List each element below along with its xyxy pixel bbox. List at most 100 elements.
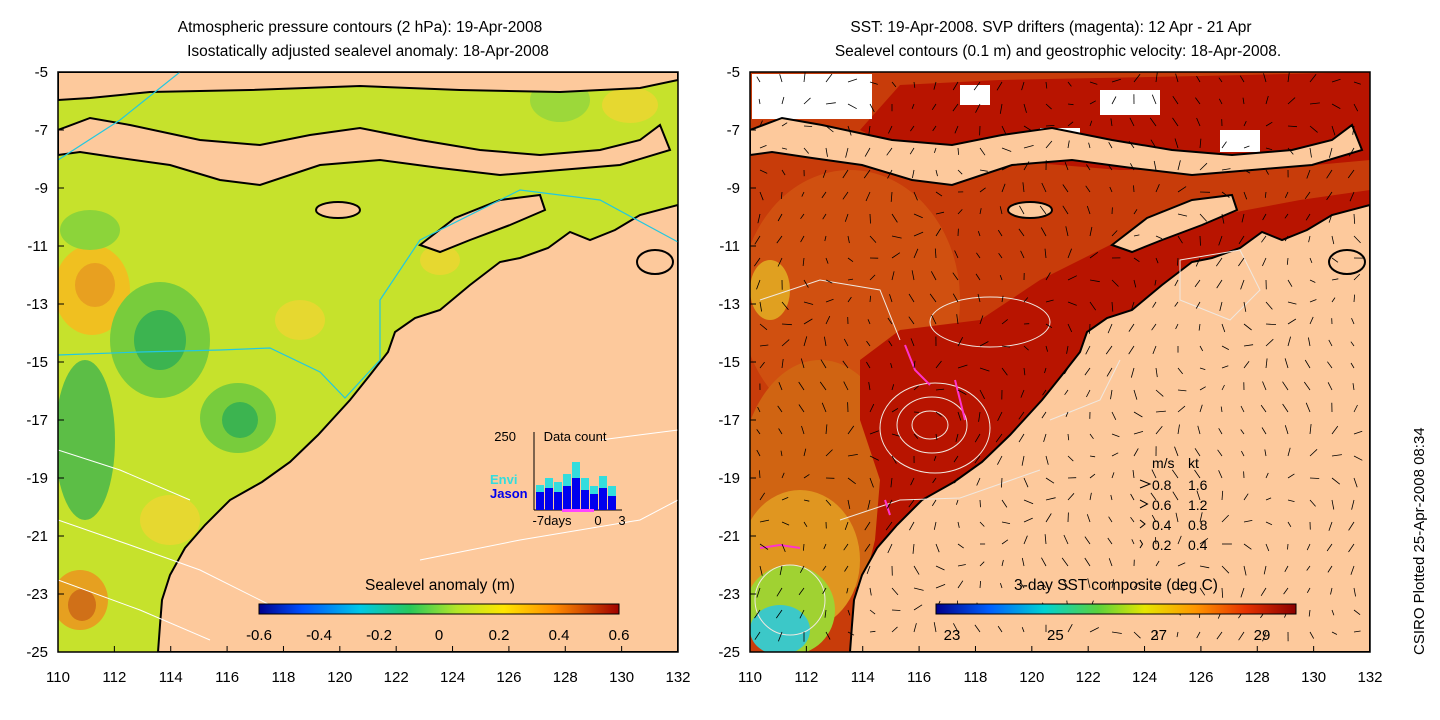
velocity-arrow-icon <box>1150 139 1157 149</box>
velocity-arrow-icon <box>1243 169 1251 174</box>
velocity-arrow-icon <box>1265 497 1272 501</box>
velocity-arrow-icon <box>801 425 805 435</box>
velocity-arrow-icon <box>1065 226 1069 237</box>
velocity-arrow-icon <box>842 169 849 179</box>
velocity-arrow-icon <box>781 521 790 526</box>
velocity-arrow-icon <box>1306 565 1311 571</box>
velocity-arrow-icon <box>1194 279 1201 288</box>
velocity-arrow-icon <box>864 147 871 157</box>
velocity-arrow-icon <box>1043 433 1047 443</box>
velocity-arrow-icon <box>953 623 959 633</box>
velocity-arrow-icon <box>777 405 783 413</box>
velocity-arrow-icon <box>824 609 827 618</box>
velocity-arrow-icon <box>800 213 805 220</box>
velocity-arrow-icon <box>1065 411 1069 417</box>
velocity-arrow-icon <box>912 543 915 554</box>
velocity-arrow-icon <box>1021 455 1025 466</box>
velocity-arrow-icon <box>824 235 827 242</box>
velocity-arrow-icon <box>1351 499 1355 510</box>
velocity-arrow-icon <box>1087 578 1091 589</box>
velocity-arrow-icon <box>1243 323 1252 331</box>
velocity-arrow-icon <box>1001 183 1006 193</box>
velocity-arrow-icon <box>1353 81 1361 85</box>
velocity-arrow-icon <box>781 543 786 553</box>
velocity-arrow-icon <box>1062 579 1069 589</box>
x-tick-label: 112 <box>794 669 818 686</box>
velocity-arrow-icon <box>1199 345 1204 352</box>
velocity-arrow-icon <box>1287 499 1295 502</box>
velocity-arrow-icon <box>1133 389 1138 400</box>
velocity-arrow-icon <box>757 213 761 224</box>
velocity-arrow-icon <box>998 252 1003 259</box>
velocity-arrow-icon <box>1284 358 1289 369</box>
velocity-arrow-icon <box>1177 186 1187 193</box>
velocity-arrow-icon <box>1221 365 1229 369</box>
velocity-arrow-icon <box>1020 389 1025 398</box>
velocity-arrow-icon <box>973 81 981 91</box>
velocity-arrow-icon <box>1240 587 1245 598</box>
credit-text: CSIRO Plotted 25-Apr-2008 08:34 <box>1411 427 1428 655</box>
velocity-arrow-icon <box>1106 367 1113 377</box>
velocity-arrow-icon <box>979 499 981 508</box>
velocity-arrow-icon <box>1262 631 1267 642</box>
x-tick-label: 110 <box>738 669 762 686</box>
velocity-arrow-icon <box>932 477 937 484</box>
velocity-arrow-icon <box>952 272 959 281</box>
velocity-arrow-icon <box>847 278 854 281</box>
velocity-arrow-icon <box>776 235 783 244</box>
velocity-arrow-icon <box>1084 536 1091 545</box>
velocity-arrow-icon <box>1260 587 1267 597</box>
velocity-arrow-icon <box>1105 345 1113 355</box>
velocity-arrow-icon <box>781 339 790 347</box>
velocity-arrow-icon <box>825 631 831 640</box>
velocity-arrow-icon <box>1196 75 1201 83</box>
velocity-arrow-icon <box>756 429 761 435</box>
velocity-arrow-icon <box>1067 140 1070 149</box>
velocity-arrow-icon <box>1044 248 1047 259</box>
velocity-arrow-icon <box>1130 163 1135 171</box>
velocity-arrow-icon <box>1309 449 1318 457</box>
velocity-arrow-icon <box>1062 205 1069 215</box>
left-title-line2: Isostatically adjusted sealevel anomaly:… <box>187 43 549 60</box>
velocity-arrow-icon <box>1195 257 1201 267</box>
velocity-arrow-icon <box>847 78 858 83</box>
velocity-arrow-icon <box>1309 316 1314 325</box>
velocity-arrow-icon <box>1265 472 1269 479</box>
velocity-arrow-icon <box>803 521 808 528</box>
velocity-arrow-icon <box>803 318 813 325</box>
velocity-arrow-icon <box>979 367 990 372</box>
velocity-arrow-icon <box>1331 297 1336 303</box>
velocity-arrow-icon <box>1111 579 1115 589</box>
velocity-arrow-icon <box>1109 186 1113 193</box>
velocity-arrow-icon <box>886 499 893 509</box>
velocity-arrow-icon <box>869 587 872 596</box>
velocity-arrow-icon <box>1089 81 1098 85</box>
velocity-arrow-icon <box>1262 381 1267 391</box>
velocity-arrow-icon <box>885 521 893 531</box>
velocity-arrow-icon <box>1243 191 1248 200</box>
velocity-arrow-icon <box>1327 382 1333 391</box>
velocity-arrow-icon <box>1023 161 1030 171</box>
colorbar-tick-label: 29 <box>1254 627 1271 644</box>
velocity-arrow-icon <box>822 169 827 178</box>
velocity-arrow-icon <box>825 499 832 506</box>
velocity-arrow-icon <box>934 248 937 259</box>
velocity-arrow-icon <box>759 323 768 331</box>
velocity-arrow-icon <box>1172 117 1179 127</box>
velocity-arrow-icon <box>756 587 761 598</box>
velocity-arrow-icon <box>1019 581 1025 589</box>
velocity-arrow-icon <box>1309 279 1316 283</box>
velocity-arrow-icon <box>979 521 985 527</box>
velocity-arrow-icon <box>754 609 761 619</box>
velocity-arrow-icon <box>778 428 783 435</box>
velocity-arrow-icon <box>866 361 871 369</box>
y-tick-label: -21 <box>718 528 740 545</box>
land-timor-left <box>417 193 547 254</box>
velocity-arrow-icon <box>1331 425 1339 435</box>
velocity-arrow-icon <box>820 359 827 369</box>
velocity-arrow-icon <box>1287 521 1292 528</box>
y-tick-label: -11 <box>719 238 740 255</box>
y-tick-label: -13 <box>718 296 740 313</box>
velocity-arrow-icon <box>1331 631 1338 635</box>
velocity-arrow-icon <box>1328 521 1333 531</box>
